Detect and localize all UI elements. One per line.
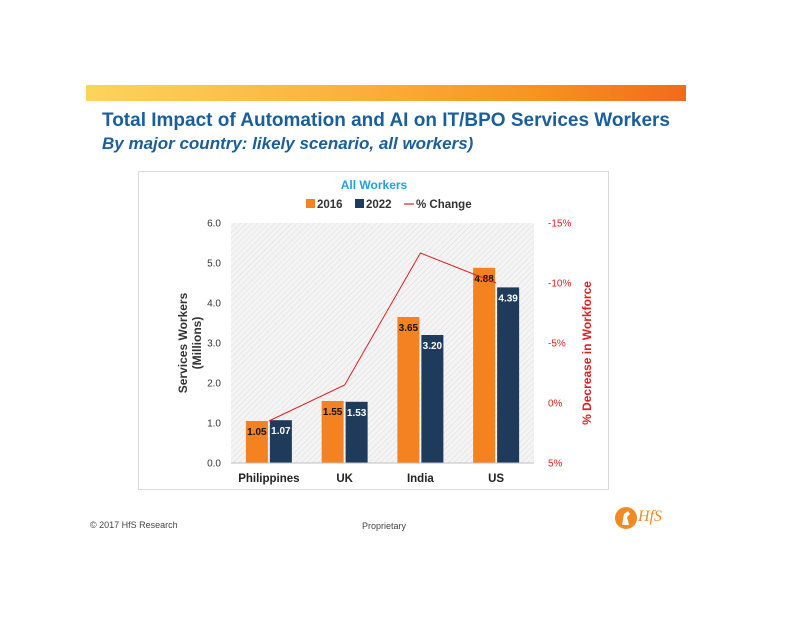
bar-2022-us bbox=[497, 287, 520, 463]
bar-2016-philippines bbox=[245, 421, 268, 463]
bar-2016-us bbox=[473, 267, 496, 463]
data-label-2022-uk: 1.53 bbox=[347, 408, 367, 419]
hfs-logo-icon bbox=[615, 507, 637, 529]
data-label-2016-philippines: 1.05 bbox=[247, 427, 267, 438]
data-label-2016-india: 3.65 bbox=[399, 323, 419, 334]
bar-2022-uk bbox=[345, 401, 368, 463]
pct-change-line bbox=[268, 252, 497, 422]
data-label-2016-us: 4.88 bbox=[474, 274, 494, 285]
y-tick-label: 4.0 bbox=[207, 299, 221, 310]
y-axis-title: Services Workers(Millions) bbox=[176, 292, 204, 393]
legend-swatch-2022 bbox=[355, 199, 364, 208]
x-axis: Philippines UK India US bbox=[231, 462, 534, 485]
proprietary-label: Proprietary bbox=[362, 521, 407, 531]
y2-tick-label: 5% bbox=[548, 459, 563, 470]
y-tick-label: 2.0 bbox=[207, 379, 221, 390]
y-axis-right: 5% 0% -5% -10% -15% bbox=[548, 219, 571, 470]
x-tick-label-uk: UK bbox=[336, 473, 353, 485]
hfs-logo: HfS bbox=[614, 505, 676, 531]
y2-tick-label: -5% bbox=[548, 339, 566, 350]
chart-legend: 2016 2022 % Change bbox=[306, 199, 472, 211]
slide-title: Total Impact of Automation and AI on IT/… bbox=[102, 110, 670, 131]
y-tick-label: 5.0 bbox=[207, 259, 221, 270]
x-tick-label-philippines: Philippines bbox=[238, 473, 299, 485]
y2-axis-title: % Decrease in Workforce bbox=[580, 281, 594, 425]
y-tick-label: 6.0 bbox=[207, 219, 221, 230]
logo-text: HfS bbox=[638, 508, 662, 525]
bar-2022-philippines bbox=[269, 420, 292, 463]
legend-label-2016: 2016 bbox=[317, 199, 343, 211]
chart-frame: All Workers 2016 2022 % Change 0.0 1.0 2.0 3.… bbox=[138, 171, 609, 490]
line-series bbox=[268, 252, 497, 422]
data-label-2022-india: 3.20 bbox=[423, 341, 443, 352]
bar-chart: All Workers 2016 2022 % Change 0.0 1.0 2.0 3.… bbox=[176, 178, 594, 485]
data-label-2016-uk: 1.55 bbox=[323, 407, 343, 418]
chart-title: All Workers bbox=[341, 178, 408, 192]
y-axis-left: 0.0 1.0 2.0 3.0 4.0 5.0 6.0 bbox=[207, 219, 221, 470]
bar-2022-india bbox=[421, 335, 444, 463]
y2-tick-label: -15% bbox=[548, 219, 571, 230]
data-label-2022-philippines: 1.07 bbox=[271, 426, 291, 437]
x-tick-label-india: India bbox=[407, 473, 434, 485]
y-tick-label: 0.0 bbox=[207, 459, 221, 470]
x-tick-label-us: US bbox=[488, 473, 504, 485]
copyright-text: © 2017 HfS Research bbox=[90, 520, 178, 530]
bar-2016-uk bbox=[321, 401, 344, 463]
legend-swatch-2016 bbox=[306, 199, 315, 208]
data-label-2022-us: 4.39 bbox=[498, 293, 518, 304]
legend-label-pct-change: % Change bbox=[416, 199, 472, 211]
y-tick-label: 1.0 bbox=[207, 419, 221, 430]
bar-series: 1.05 1.07 1.55 1.53 3.65 3.20 4.88 4.39 bbox=[245, 267, 520, 463]
bar-2016-india bbox=[397, 317, 420, 463]
slide-subtitle: By major country: likely scenario, all w… bbox=[102, 134, 474, 153]
y2-tick-label: 0% bbox=[548, 399, 563, 410]
legend-label-2022: 2022 bbox=[366, 199, 392, 211]
y2-tick-label: -10% bbox=[548, 279, 571, 290]
header-banner bbox=[86, 85, 686, 101]
y-tick-label: 3.0 bbox=[207, 339, 221, 350]
